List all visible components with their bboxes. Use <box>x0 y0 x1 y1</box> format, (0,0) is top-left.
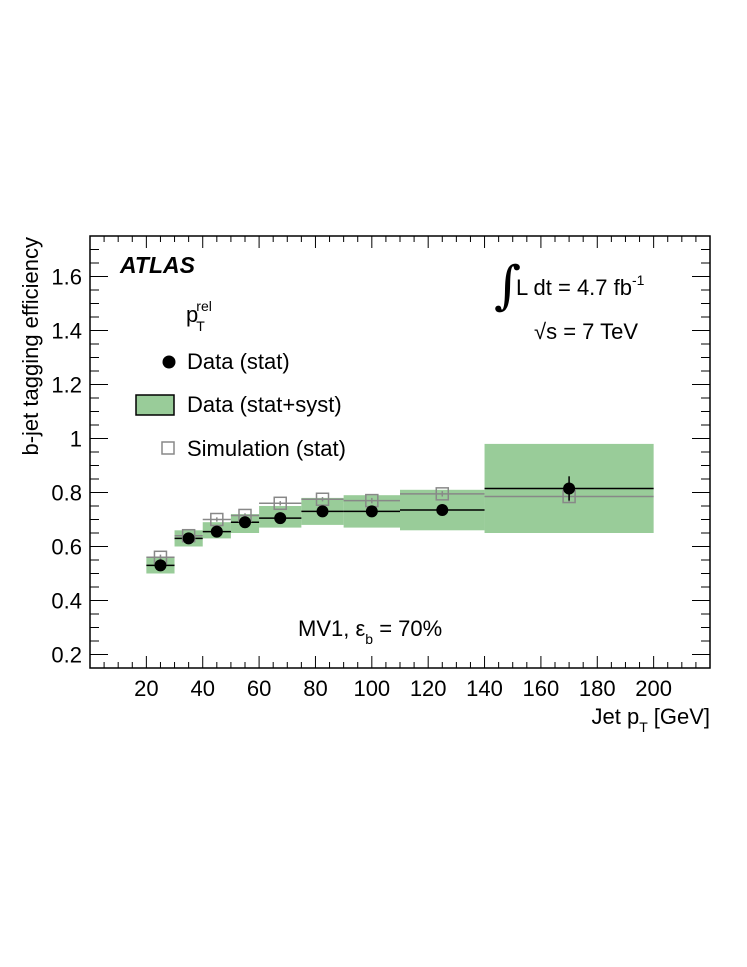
data-point <box>365 505 378 518</box>
y-tick-label: 0.2 <box>51 643 82 668</box>
legend-data-marker <box>162 355 176 369</box>
legend-syst-box <box>135 394 175 416</box>
data-point <box>274 512 287 525</box>
sim-point <box>315 492 330 506</box>
y-tick-label: 1.4 <box>51 319 82 344</box>
x-tick-label: 60 <box>247 676 271 701</box>
x-tick-label: 20 <box>134 676 158 701</box>
legend-simulation: Simulation (stat) <box>187 436 346 461</box>
x-tick-label: 180 <box>579 676 616 701</box>
x-tick-label: 140 <box>466 676 503 701</box>
y-axis-ticks: 0.2 0.4 0.6 0.8 1 1.2 1.4 1.6 <box>51 235 710 669</box>
x-tick-label: 160 <box>523 676 560 701</box>
y-tick-label: 0.8 <box>51 481 82 506</box>
sim-point <box>273 496 287 511</box>
x-tick-label: 200 <box>635 676 672 701</box>
y-tick-label: 0.6 <box>51 535 82 560</box>
sim-point <box>435 487 450 501</box>
data-point <box>436 504 449 517</box>
y-tick-label: 0.4 <box>51 589 82 614</box>
syst-bands <box>146 443 654 574</box>
legend-data-stat: Data (stat) <box>187 349 290 374</box>
legend-sim-marker <box>161 441 175 455</box>
simulation-points <box>153 487 576 565</box>
experiment-label: ATLAS <box>119 252 196 278</box>
energy-label: √s = 7 TeV <box>534 319 638 344</box>
x-axis-ticks: 20 40 60 80 100 120 140 160 180 200 <box>89 236 711 701</box>
integral-sign: ∫ <box>494 256 521 316</box>
data-point <box>182 532 195 545</box>
luminosity-label: L dt = 4.7 fb-1 <box>516 272 645 300</box>
y-tick-label: 1.2 <box>51 373 82 398</box>
x-tick-label: 120 <box>410 676 447 701</box>
data-points <box>154 482 576 572</box>
x-tick-label: 40 <box>190 676 214 701</box>
x-tick-label: 80 <box>303 676 327 701</box>
data-point <box>563 482 576 495</box>
tagger-label: MV1, εb = 70% <box>298 616 442 647</box>
data-point <box>210 525 223 538</box>
y-axis-title: b-jet tagging efficiency <box>18 237 43 456</box>
sim-point <box>210 512 224 527</box>
data-point <box>316 505 329 518</box>
x-tick-label: 100 <box>353 676 390 701</box>
y-tick-label: 1 <box>70 427 82 452</box>
y-tick-label: 1.6 <box>51 265 82 290</box>
x-axis-title: Jet pT [GeV] <box>591 704 710 735</box>
legend-header: pTrel <box>186 298 212 334</box>
data-point <box>239 516 251 529</box>
legend-data-syst: Data (stat+syst) <box>187 392 342 417</box>
data-point <box>154 559 167 572</box>
